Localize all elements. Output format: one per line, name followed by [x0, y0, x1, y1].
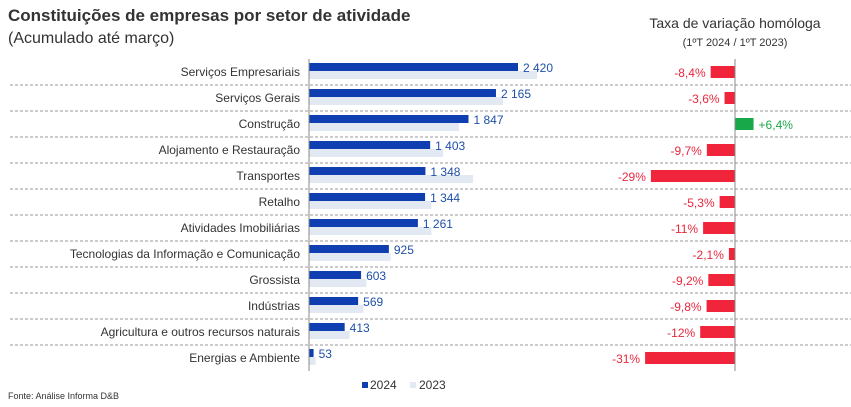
rate-title: Taxa de variação homóloga: [649, 15, 821, 31]
rate-label: -9,8%: [670, 300, 702, 314]
category-label: Atividades Imobiliárias: [181, 221, 300, 235]
chart-title: Constituições de empresas por setor de a…: [8, 6, 411, 25]
rate-bar: [706, 144, 735, 156]
data-label-2024: 1 344: [430, 191, 460, 205]
legend-swatch-2024: [362, 382, 368, 388]
data-label-2024: 2 420: [523, 61, 553, 75]
bar-2023: [309, 201, 432, 209]
rate-bar: [728, 248, 735, 260]
rate-label: -9,2%: [672, 274, 704, 288]
bar-2023: [309, 175, 474, 183]
rate-label: +6,4%: [759, 118, 794, 132]
rate-bar: [710, 66, 735, 78]
bar-2023: [309, 71, 538, 79]
bar-2024: [309, 63, 518, 71]
rate-label: -5,3%: [683, 196, 715, 210]
rate-bar: [719, 196, 735, 208]
chart-subtitle: (Acumulado até março): [8, 30, 175, 47]
rate-bar: [645, 352, 735, 364]
bar-2023: [309, 279, 367, 287]
rate-label: -9,7%: [671, 144, 703, 158]
rate-bar: [700, 326, 735, 338]
bar-2024: [309, 141, 431, 149]
legend-label-2024: 2024: [370, 378, 397, 392]
bar-2024: [309, 89, 496, 97]
bar-2024: [309, 271, 362, 279]
bar-2023: [309, 253, 391, 261]
category-label: Retalho: [259, 195, 301, 209]
data-label-2024: 53: [319, 347, 333, 361]
bar-2024: [309, 193, 426, 201]
bar-2024: [309, 115, 469, 123]
category-label: Agricultura e outros recursos naturais: [101, 325, 300, 339]
source-note: Fonte: Análise Informa D&B: [8, 391, 120, 401]
bar-2023: [309, 149, 444, 157]
data-label-2024: 2 165: [501, 87, 531, 101]
bar-2023: [309, 305, 364, 313]
rate-subtitle: (1ºT 2024 / 1ºT 2023): [682, 37, 788, 49]
category-label: Construção: [239, 117, 301, 131]
data-label-2024: 569: [363, 295, 383, 309]
bar-2023: [309, 357, 316, 365]
data-label-2024: 925: [394, 243, 414, 257]
category-label: Indústrias: [248, 299, 300, 313]
rate-bar: [724, 92, 735, 104]
category-label: Grossista: [249, 273, 300, 287]
rate-label: -3,6%: [688, 92, 720, 106]
bar-2024: [309, 297, 359, 305]
category-label: Transportes: [236, 169, 300, 183]
rate-bar: [708, 274, 735, 286]
rate-label: -11%: [671, 222, 698, 236]
rate-bar: [650, 170, 735, 182]
bar-2023: [309, 331, 350, 339]
bar-2023: [309, 227, 432, 235]
rate-label: -8,4%: [674, 66, 706, 80]
data-label-2024: 1 261: [423, 217, 453, 231]
rate-label: -31%: [612, 352, 640, 366]
bar-2023: [309, 97, 503, 105]
rate-label: -2,1%: [693, 248, 725, 262]
data-label-2024: 1 403: [435, 139, 465, 153]
category-label: Energias e Ambiente: [189, 351, 300, 365]
data-label-2024: 603: [366, 269, 386, 283]
data-label-2024: 413: [350, 321, 370, 335]
rate-bar: [703, 222, 735, 234]
legend-label-2023: 2023: [419, 378, 446, 392]
rate-label: -12%: [667, 326, 695, 340]
bar-2024: [309, 167, 426, 175]
legend-swatch-2023: [410, 382, 416, 388]
category-label: Serviços Gerais: [215, 91, 300, 105]
data-label-2024: 1 348: [430, 165, 460, 179]
category-label: Alojamento e Restauração: [159, 143, 301, 157]
bar-2024: [309, 323, 345, 331]
bar-2024: [309, 219, 418, 227]
rate-label: -29%: [618, 170, 646, 184]
bar-2024: [309, 245, 389, 253]
category-label: Serviços Empresariais: [181, 65, 300, 79]
rate-bar: [735, 118, 754, 130]
bar-2024: [309, 349, 314, 357]
data-label-2024: 1 847: [474, 113, 504, 127]
rate-bar: [706, 300, 735, 312]
category-label: Tecnologias da Informação e Comunicação: [70, 247, 300, 261]
bar-2023: [309, 123, 459, 131]
